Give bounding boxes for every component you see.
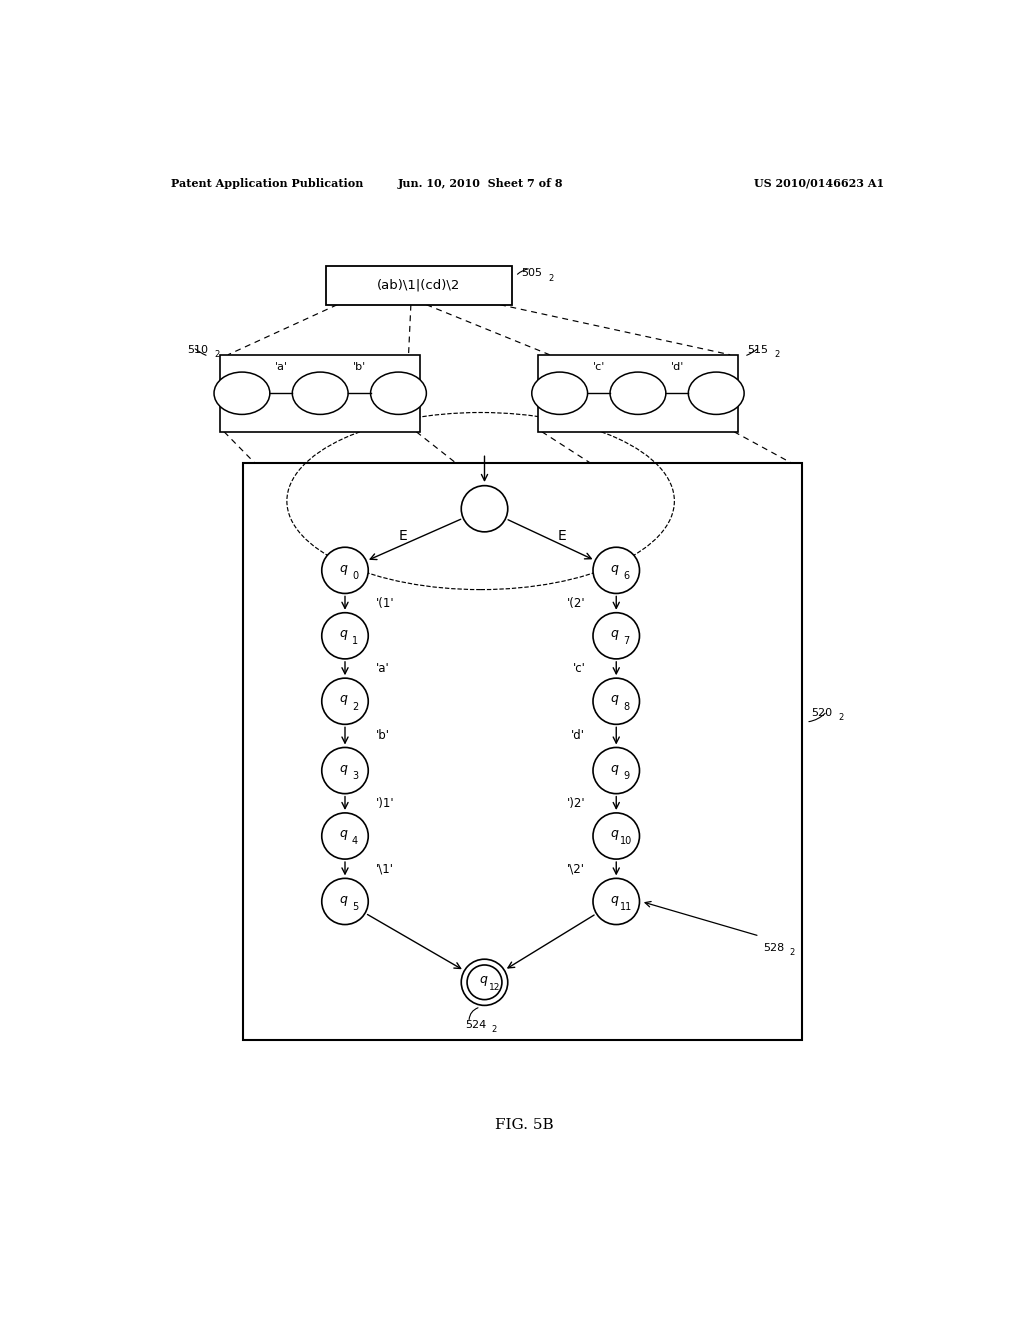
Text: 'a': 'a' [376,663,390,675]
Circle shape [593,813,640,859]
Text: Patent Application Publication: Patent Application Publication [171,178,362,189]
Text: E: E [558,529,566,543]
Text: 12: 12 [488,983,501,993]
Bar [326,267,512,305]
Ellipse shape [610,372,666,414]
Text: 0: 0 [352,570,358,581]
Text: 'c': 'c' [593,362,605,372]
Text: q: q [610,693,618,705]
Text: q: q [610,892,618,906]
Text: US 2010/0146623 A1: US 2010/0146623 A1 [754,178,884,189]
Text: 2: 2 [492,1024,497,1034]
Text: 9: 9 [624,771,630,781]
Text: 6: 6 [624,570,630,581]
Circle shape [593,548,640,594]
Circle shape [322,678,369,725]
Text: '\1': '\1' [376,862,394,875]
Text: 8: 8 [624,702,630,711]
Circle shape [322,612,369,659]
Text: 5: 5 [352,902,358,912]
Bar [538,355,738,432]
Text: q: q [479,973,486,986]
Text: q: q [340,892,347,906]
Circle shape [461,486,508,532]
Text: 524: 524 [465,1019,486,1030]
Text: 2: 2 [352,702,358,711]
Text: 528: 528 [764,942,784,953]
Text: 2: 2 [790,948,795,957]
Text: 2: 2 [774,350,779,359]
Text: '\2': '\2' [567,862,586,875]
Text: q: q [340,627,347,640]
Text: 'a': 'a' [274,362,288,372]
Circle shape [461,960,508,1006]
Text: q: q [610,828,618,841]
Circle shape [322,747,369,793]
Text: 505: 505 [521,268,542,279]
Text: q: q [610,561,618,574]
Text: q: q [340,828,347,841]
Ellipse shape [292,372,348,414]
Text: q: q [340,693,347,705]
Text: '(2': '(2' [566,597,586,610]
Text: 4: 4 [352,837,358,846]
Text: (ab)\1|(cd)\2: (ab)\1|(cd)\2 [377,279,461,292]
Text: 515: 515 [748,345,768,355]
Text: 2: 2 [214,350,219,359]
Text: FIG. 5B: FIG. 5B [496,1118,554,1131]
Text: 510: 510 [187,345,209,355]
Text: 520: 520 [812,708,833,718]
Text: 1: 1 [352,636,358,647]
Text: 10: 10 [621,837,633,846]
Text: q: q [340,561,347,574]
Circle shape [467,965,502,999]
Text: 11: 11 [621,902,633,912]
Text: 'd': 'd' [671,362,684,372]
Text: 2: 2 [548,275,553,282]
Text: 7: 7 [624,636,630,647]
Bar [220,355,420,432]
Text: 'c': 'c' [572,663,586,675]
Circle shape [593,747,640,793]
Text: 2: 2 [839,713,844,722]
Text: 'b': 'b' [376,730,390,742]
Text: 'd': 'd' [571,730,586,742]
Text: 3: 3 [352,771,358,781]
Ellipse shape [688,372,744,414]
Text: '(1': '(1' [376,597,394,610]
Text: ')2': ')2' [566,797,586,809]
Circle shape [322,878,369,924]
Ellipse shape [214,372,270,414]
Text: ')1': ')1' [376,797,394,809]
Text: q: q [610,627,618,640]
Circle shape [593,878,640,924]
Ellipse shape [531,372,588,414]
Circle shape [593,612,640,659]
Ellipse shape [371,372,426,414]
Circle shape [322,813,369,859]
Text: q: q [340,762,347,775]
Text: Jun. 10, 2010  Sheet 7 of 8: Jun. 10, 2010 Sheet 7 of 8 [398,178,563,189]
Text: q: q [610,762,618,775]
Circle shape [322,548,369,594]
Text: E: E [398,529,408,543]
Text: 'b': 'b' [352,362,366,372]
Bar [243,462,802,1040]
Circle shape [593,678,640,725]
